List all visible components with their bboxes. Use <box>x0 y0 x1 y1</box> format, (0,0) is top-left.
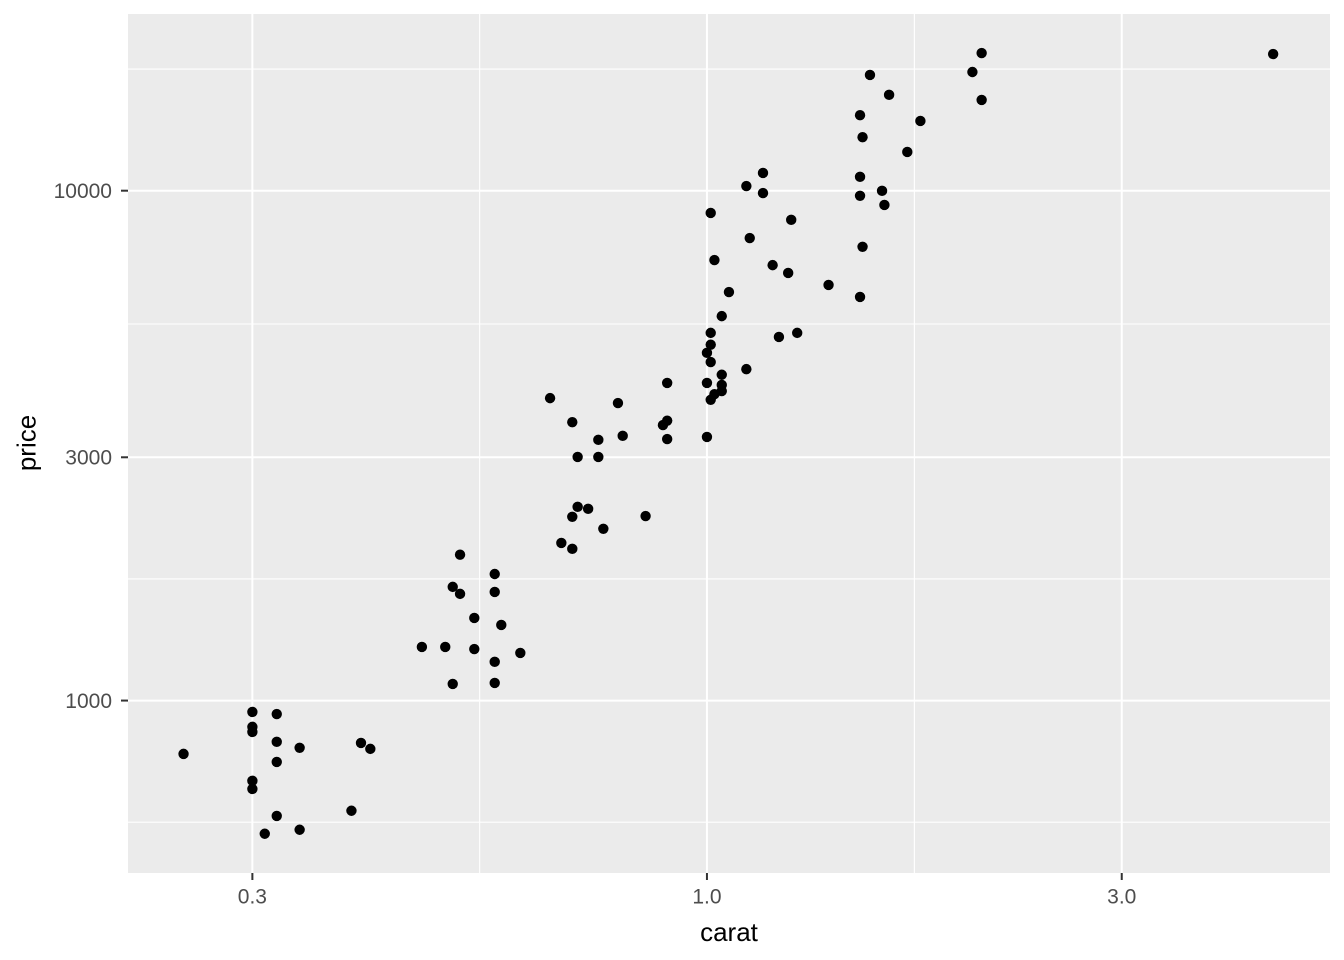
data-point <box>454 588 466 600</box>
data-point <box>661 415 673 426</box>
data-point <box>515 647 526 659</box>
data-point <box>857 241 868 252</box>
x-axis-title: carat <box>700 917 758 947</box>
data-point <box>854 291 866 303</box>
data-point <box>489 568 500 580</box>
data-point <box>247 775 258 787</box>
y-tick-label: 3000 <box>65 447 112 470</box>
data-point <box>346 805 357 816</box>
data-point <box>294 824 305 835</box>
data-point <box>741 363 752 375</box>
data-point <box>786 214 797 226</box>
data-point <box>976 94 987 106</box>
data-point <box>661 433 673 445</box>
data-point <box>701 377 713 389</box>
x-tick-label: 1.0 <box>692 885 721 908</box>
data-point <box>767 259 778 271</box>
data-point <box>857 131 868 143</box>
data-point <box>489 656 500 668</box>
data-point <box>469 612 480 624</box>
x-tick-label: 3.0 <box>1107 885 1136 908</box>
data-point <box>791 327 803 339</box>
data-point <box>640 510 651 522</box>
data-point <box>876 185 888 197</box>
data-point <box>612 397 624 409</box>
data-point <box>593 451 604 463</box>
data-point <box>902 146 913 158</box>
data-point <box>556 537 567 549</box>
data-point <box>716 310 727 322</box>
data-point <box>247 726 258 738</box>
data-point <box>1267 48 1279 60</box>
data-point <box>823 279 834 291</box>
y-tick-label: 1000 <box>65 690 112 713</box>
data-point <box>757 167 769 179</box>
data-point <box>661 377 673 389</box>
data-point <box>567 511 578 523</box>
data-point <box>701 431 713 443</box>
data-point <box>723 286 735 298</box>
data-point <box>976 47 987 59</box>
data-point <box>496 619 507 631</box>
data-point <box>178 748 189 760</box>
data-point <box>705 356 716 368</box>
data-point <box>915 115 926 127</box>
data-point <box>572 501 583 512</box>
data-point <box>271 756 282 768</box>
data-point <box>709 254 720 266</box>
data-point <box>744 232 755 244</box>
data-point <box>967 66 978 78</box>
data-point <box>469 643 480 655</box>
x-tick-label: 0.3 <box>238 885 267 908</box>
data-point <box>447 678 458 690</box>
data-point <box>598 523 609 535</box>
data-point <box>705 394 716 405</box>
data-point <box>489 677 500 689</box>
data-point <box>757 187 769 199</box>
data-point <box>544 392 556 404</box>
data-point <box>593 434 604 446</box>
data-point <box>716 369 727 380</box>
data-point <box>294 742 305 753</box>
data-point <box>567 543 578 555</box>
data-point <box>705 207 716 219</box>
data-point <box>271 708 282 720</box>
data-point <box>854 190 866 201</box>
y-tick-label: 10000 <box>54 180 112 203</box>
data-point <box>617 430 628 442</box>
data-point <box>454 549 466 560</box>
data-point <box>489 586 500 598</box>
data-point <box>854 171 866 183</box>
data-point <box>705 327 716 339</box>
data-point <box>773 331 785 343</box>
data-point <box>271 736 282 748</box>
data-point <box>701 347 713 359</box>
data-point <box>365 743 376 755</box>
data-point <box>582 503 594 515</box>
data-point <box>741 180 752 192</box>
data-point <box>883 89 895 101</box>
data-point <box>416 641 428 653</box>
data-point <box>567 416 578 428</box>
data-point <box>782 267 794 279</box>
data-point <box>879 199 890 211</box>
plot-panel <box>128 14 1330 873</box>
data-point <box>572 451 583 463</box>
data-point <box>854 110 866 121</box>
y-axis-title: price <box>11 414 42 472</box>
data-point <box>247 706 258 718</box>
data-point <box>440 641 451 653</box>
data-point <box>355 737 367 749</box>
data-point <box>247 783 258 795</box>
data-point <box>705 339 716 350</box>
data-point <box>259 828 270 839</box>
data-point <box>864 69 876 81</box>
data-point <box>447 581 458 593</box>
data-point <box>271 810 282 822</box>
